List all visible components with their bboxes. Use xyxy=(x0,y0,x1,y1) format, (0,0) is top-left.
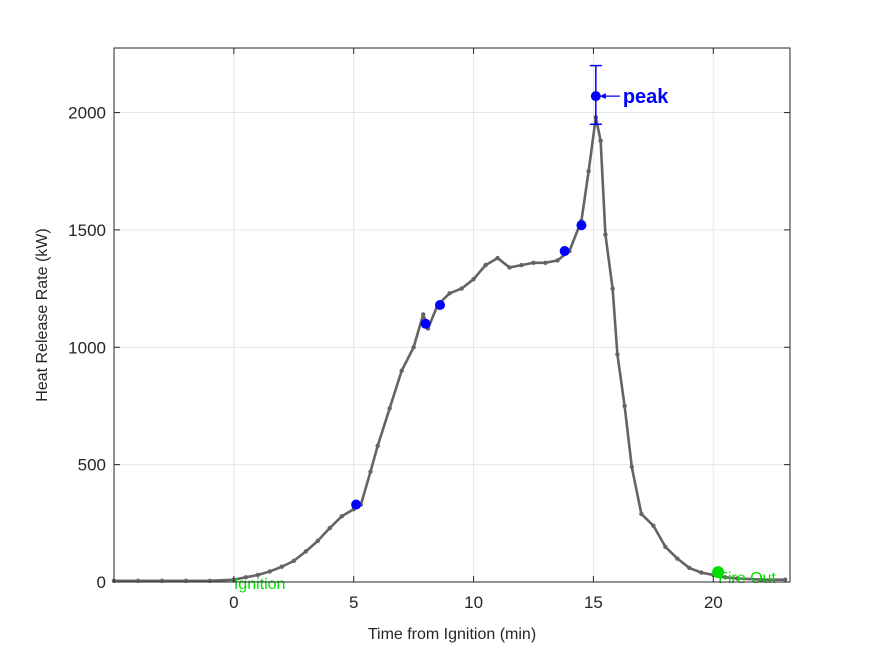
peak-arrowhead xyxy=(599,93,606,100)
measurement-marker xyxy=(351,499,362,510)
hrr-point xyxy=(291,558,296,564)
hrr-point xyxy=(399,368,404,373)
hrr-point xyxy=(483,262,488,268)
hrr-point xyxy=(243,575,249,580)
measurement-marker xyxy=(559,246,570,257)
hrr-point xyxy=(639,511,644,517)
y-tick-label: 1000 xyxy=(68,338,106,357)
measurement-marker xyxy=(590,91,601,102)
hrr-point xyxy=(327,525,332,531)
plot-area xyxy=(114,48,790,582)
hrr-point xyxy=(267,569,273,574)
hrr-point xyxy=(421,312,426,317)
hrr-point xyxy=(368,469,373,474)
measurement-marker xyxy=(576,220,587,231)
hrr-point xyxy=(507,265,512,270)
hrr-point xyxy=(622,403,627,409)
grid-lines xyxy=(114,48,790,583)
hrr-point xyxy=(459,286,464,291)
hrr-point xyxy=(471,277,476,282)
hrr-point xyxy=(279,564,285,569)
x-tick-label: 15 xyxy=(584,593,603,612)
hrr-point xyxy=(687,565,692,571)
x-tick-label: 5 xyxy=(349,593,358,612)
hrr-point xyxy=(663,544,668,549)
y-tick-label: 1500 xyxy=(68,221,106,240)
hrr-point xyxy=(675,556,680,561)
hrr-point xyxy=(603,232,608,237)
event-label: Fire Out xyxy=(718,570,776,587)
hrr-point xyxy=(615,352,620,357)
measurement-marker xyxy=(435,300,446,311)
hrr-point xyxy=(519,262,524,268)
hrr-point xyxy=(339,514,344,519)
hrr-point xyxy=(555,258,560,263)
hrr-point xyxy=(723,575,728,580)
hrr-point xyxy=(610,286,615,291)
hrr-point xyxy=(387,406,392,411)
hrr-line xyxy=(114,115,786,583)
hrr-point xyxy=(783,577,788,582)
hrr-point xyxy=(699,570,704,575)
x-tick-label: 0 xyxy=(229,593,238,612)
fire-out-marker xyxy=(712,566,725,579)
x-tick-label: 10 xyxy=(464,593,483,612)
hrr-point xyxy=(447,291,452,296)
hrr-point xyxy=(315,538,320,544)
axes-box xyxy=(113,47,791,583)
plot-axes xyxy=(113,47,791,583)
measurement-marker xyxy=(420,318,431,329)
hrr-point xyxy=(255,572,261,578)
hrr-point xyxy=(759,577,764,582)
y-tick-label: 2000 xyxy=(68,104,106,123)
measurement-markers: peak xyxy=(351,64,669,510)
event-label: Ignition xyxy=(234,576,286,593)
hrr-point xyxy=(598,138,603,143)
hrr-point xyxy=(411,345,416,350)
hrr-point xyxy=(543,260,548,265)
y-tick-label: 500 xyxy=(78,456,106,475)
y-axis-label: Heat Release Rate (kW) xyxy=(34,228,51,401)
y-tick-label: 0 xyxy=(97,573,106,592)
x-axis-label: Time from Ignition (min) xyxy=(368,626,536,643)
hrr-point xyxy=(651,523,656,528)
hrr-point xyxy=(531,260,536,265)
x-tick-label: 20 xyxy=(704,593,723,612)
hrr-point xyxy=(586,169,591,174)
hrr-point xyxy=(375,443,380,449)
hrr-point xyxy=(735,576,740,581)
hrr-point xyxy=(629,464,634,470)
peak-label: peak xyxy=(623,86,669,108)
tick-labels: 0 5 10 15 20 0 500 1000 1500 2000 xyxy=(68,104,723,612)
hrr-point xyxy=(303,549,308,554)
event-markers: Ignition Fire Out xyxy=(234,566,776,593)
hrr-point xyxy=(495,255,500,261)
